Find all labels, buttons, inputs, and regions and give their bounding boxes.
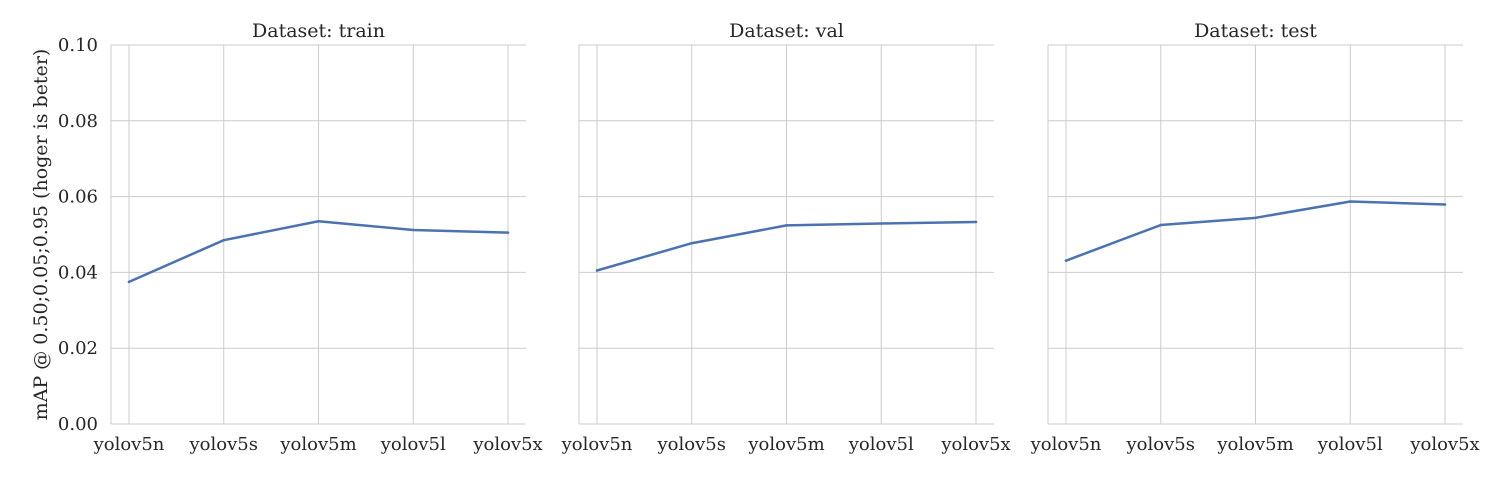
data-point (1349, 200, 1352, 203)
x-tick-label: yolov5l (1317, 434, 1383, 455)
data-point (974, 220, 978, 224)
data-point (1254, 216, 1257, 220)
x-tick-label: yolov5l (848, 434, 914, 455)
panel-title: Dataset: train (252, 20, 385, 42)
data-point (412, 228, 415, 232)
data-point (785, 224, 788, 227)
data-point (690, 241, 693, 245)
y-tick-label: 0.02 (58, 338, 98, 359)
y-tick-label: 0.08 (58, 111, 98, 132)
x-tick-label: yolov5x (472, 434, 542, 455)
data-point (1159, 223, 1162, 227)
x-tick-label: yolov5n (561, 434, 633, 455)
data-point (880, 222, 883, 225)
data-point (317, 219, 320, 223)
data-point (506, 231, 510, 234)
data-point (1064, 259, 1068, 262)
y-tick-label: 0.10 (58, 35, 98, 56)
x-tick-label: yolov5s (657, 434, 726, 455)
data-point (127, 280, 131, 284)
panel-title: Dataset: val (729, 20, 844, 42)
x-tick-label: yolov5l (380, 434, 446, 455)
x-tick-label: yolov5n (1030, 434, 1102, 455)
panel-title: Dataset: test (1194, 20, 1317, 42)
x-tick-label: yolov5m (279, 434, 356, 455)
data-point (1443, 203, 1447, 206)
data-point (222, 238, 225, 242)
x-tick-label: yolov5n (93, 434, 165, 455)
y-tick-label: 0.04 (58, 262, 98, 283)
x-tick-label: yolov5x (1409, 434, 1479, 455)
x-tick-label: yolov5x (940, 434, 1010, 455)
x-tick-label: yolov5m (747, 434, 824, 455)
data-point (595, 269, 599, 272)
y-tick-label: 0.06 (58, 187, 98, 208)
y-tick-label: 0.00 (58, 414, 98, 435)
x-tick-label: yolov5s (1126, 434, 1195, 455)
y-axis-label: mAP @ 0.50;0.05;0.95 (hoger is beter) (30, 49, 52, 421)
x-tick-label: yolov5s (189, 434, 258, 455)
x-tick-label: yolov5m (1216, 434, 1293, 455)
